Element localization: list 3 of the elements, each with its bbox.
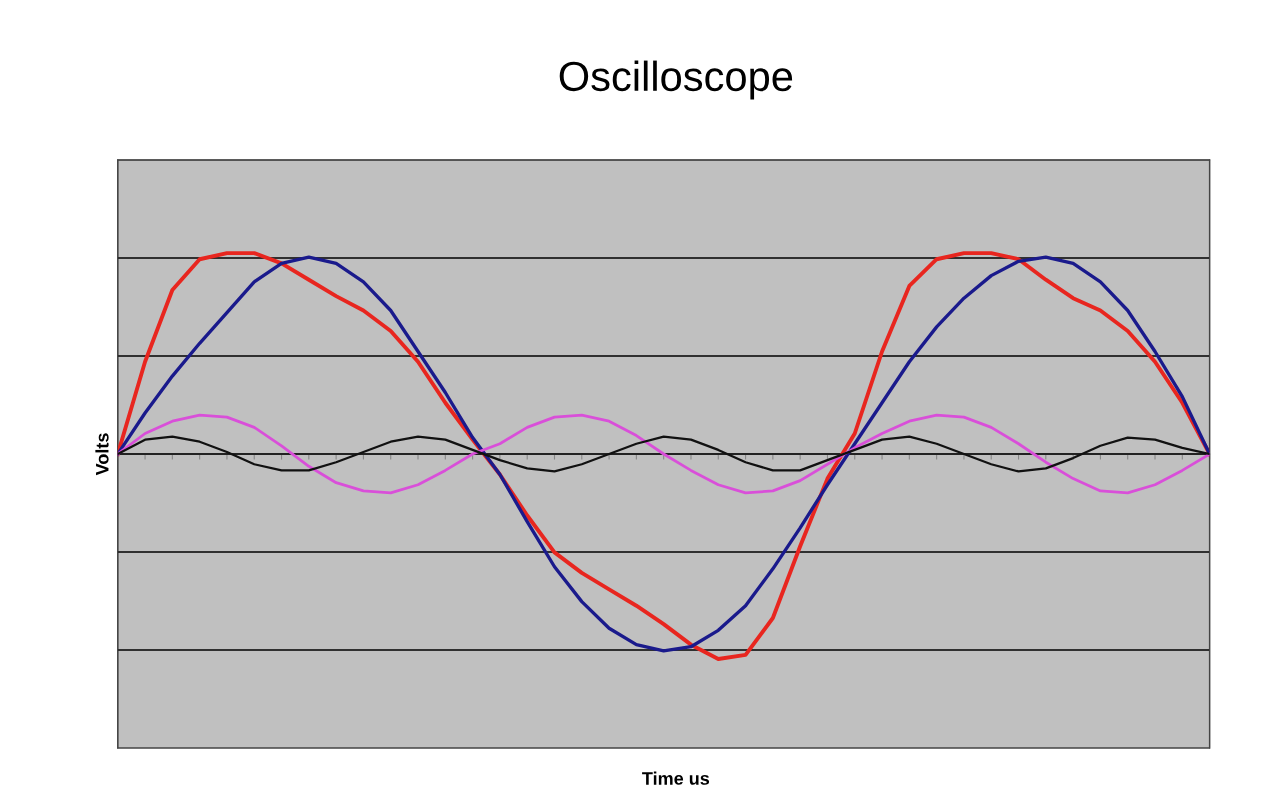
text: Time us: [642, 771, 710, 785]
chart-title: Oscilloscope: [559, 60, 793, 100]
y-axis-title: Volts: [95, 433, 109, 476]
